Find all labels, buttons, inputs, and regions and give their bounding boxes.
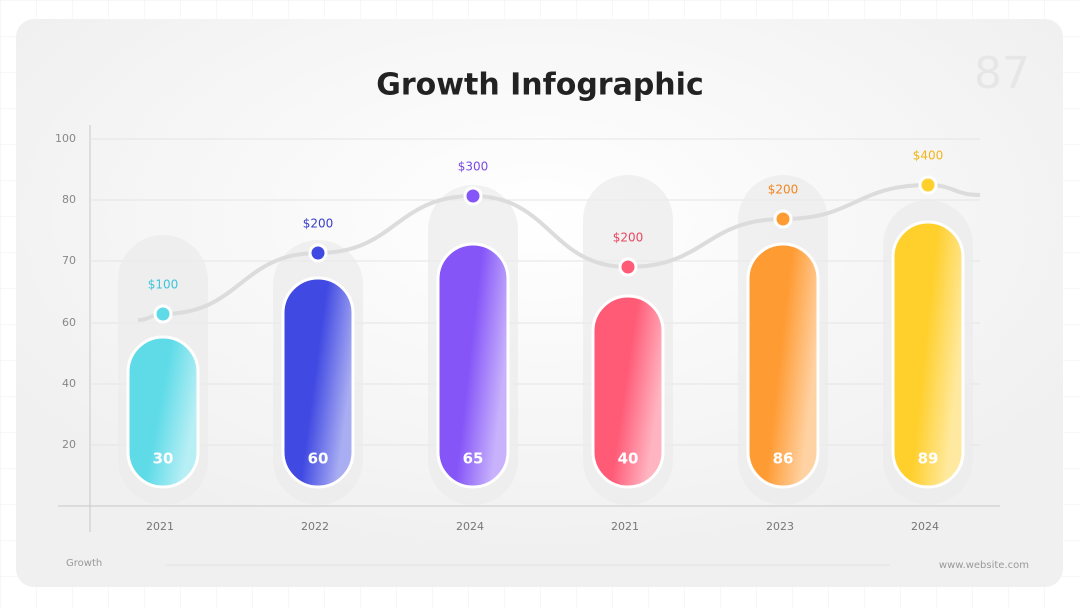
axis-label: 20 — [62, 438, 76, 451]
year-label: 2021 — [611, 520, 639, 533]
point — [618, 257, 638, 277]
point — [308, 243, 328, 263]
page-number: 87 — [974, 48, 1030, 99]
bar-value: 30 — [153, 450, 174, 468]
title: Growth Infographic — [376, 68, 703, 103]
footer-right: www.website.com — [939, 560, 1029, 571]
year-label: 2022 — [301, 520, 329, 533]
footer-left: Growth — [66, 558, 102, 569]
point — [463, 186, 483, 206]
amount-label: $200 — [768, 183, 799, 197]
axis-label: 100 — [55, 132, 76, 145]
amount-label: $200 — [613, 231, 644, 245]
bar-value: 40 — [618, 450, 639, 468]
bar-shine — [438, 244, 508, 487]
year-label: 2023 — [766, 520, 794, 533]
bar-shine — [748, 244, 818, 487]
amount-label: $200 — [303, 217, 334, 231]
bar-value: 89 — [918, 450, 939, 468]
point — [773, 209, 793, 229]
bar-value: 86 — [773, 450, 794, 468]
year-label: 2024 — [911, 520, 939, 533]
year-label: 2024 — [456, 520, 484, 533]
axis-label: 70 — [62, 254, 76, 267]
axis-label: 80 — [62, 193, 76, 206]
bar-shine — [283, 278, 353, 487]
amount-label: $100 — [148, 278, 179, 292]
amount-label: $300 — [458, 160, 489, 174]
axis-label: 40 — [62, 377, 76, 390]
bar-value: 60 — [308, 450, 329, 468]
amount-label: $400 — [913, 149, 944, 163]
year-label: 2021 — [146, 520, 174, 533]
trend-curve — [137, 182, 981, 322]
point — [153, 304, 173, 324]
axis-label: 60 — [62, 316, 76, 329]
bar-shine — [593, 296, 663, 487]
point — [918, 175, 938, 195]
bar-shine — [128, 337, 198, 487]
bar-value: 65 — [463, 450, 484, 468]
chart-area: 100 80 70 60 40 20 30 $100 2021 60 $200 2022 65 $300 2… — [55, 132, 981, 533]
bar-shine — [893, 222, 963, 487]
